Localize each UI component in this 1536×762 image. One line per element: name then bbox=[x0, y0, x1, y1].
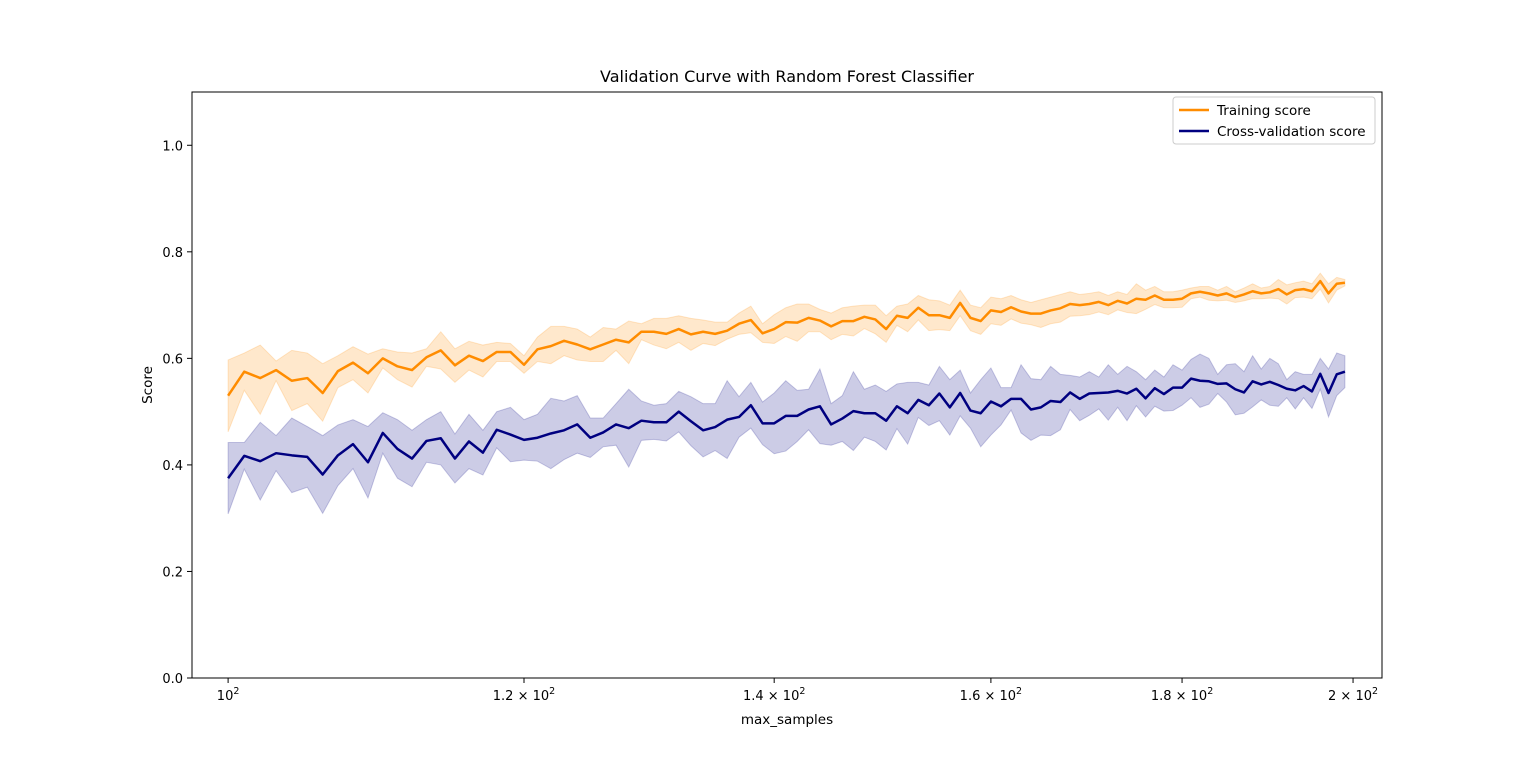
x-axis: 102 1.2 × 102 1.4 × 102 1.6 × 102 1.8 × 102 2… bbox=[217, 678, 1378, 704]
y-tick-label: 0.4 bbox=[162, 459, 183, 474]
y-tick-label: 1.0 bbox=[162, 139, 183, 154]
y-tick-label: 0.8 bbox=[162, 246, 183, 261]
line-series-0 bbox=[227, 279, 1346, 397]
y-axis-label: Score bbox=[140, 366, 156, 404]
series-lines bbox=[227, 279, 1346, 479]
band-series-0 bbox=[227, 272, 1346, 433]
x-tick-label: 1.8 × 102 bbox=[1151, 686, 1213, 704]
band-series-1 bbox=[227, 352, 1346, 515]
x-tick-label: 102 bbox=[217, 686, 240, 704]
line-series-1 bbox=[227, 370, 1346, 479]
legend-box bbox=[1172, 96, 1376, 145]
chart-title: Validation Curve with Random Forest Clas… bbox=[600, 67, 974, 86]
legend: Training score Cross-validation score bbox=[1172, 96, 1376, 145]
plot-frame bbox=[191, 91, 1383, 679]
y-tick-label: 0.2 bbox=[162, 565, 183, 580]
y-axis: 0.0 0.2 0.4 0.6 0.8 1.0 bbox=[162, 139, 192, 687]
x-axis-label: max_samples bbox=[741, 712, 833, 728]
y-tick-label: 0.6 bbox=[162, 352, 183, 367]
x-tick-label: 1.4 × 102 bbox=[743, 686, 805, 704]
legend-label-training: Training score bbox=[1216, 103, 1311, 119]
y-tick-label: 0.0 bbox=[162, 672, 183, 687]
legend-label-cross-validation: Cross-validation score bbox=[1217, 124, 1366, 140]
confidence-bands bbox=[227, 272, 1346, 515]
x-tick-label: 1.2 × 102 bbox=[493, 686, 555, 704]
x-tick-label: 1.6 × 102 bbox=[960, 686, 1022, 704]
x-tick-label: 2 × 102 bbox=[1328, 686, 1378, 704]
